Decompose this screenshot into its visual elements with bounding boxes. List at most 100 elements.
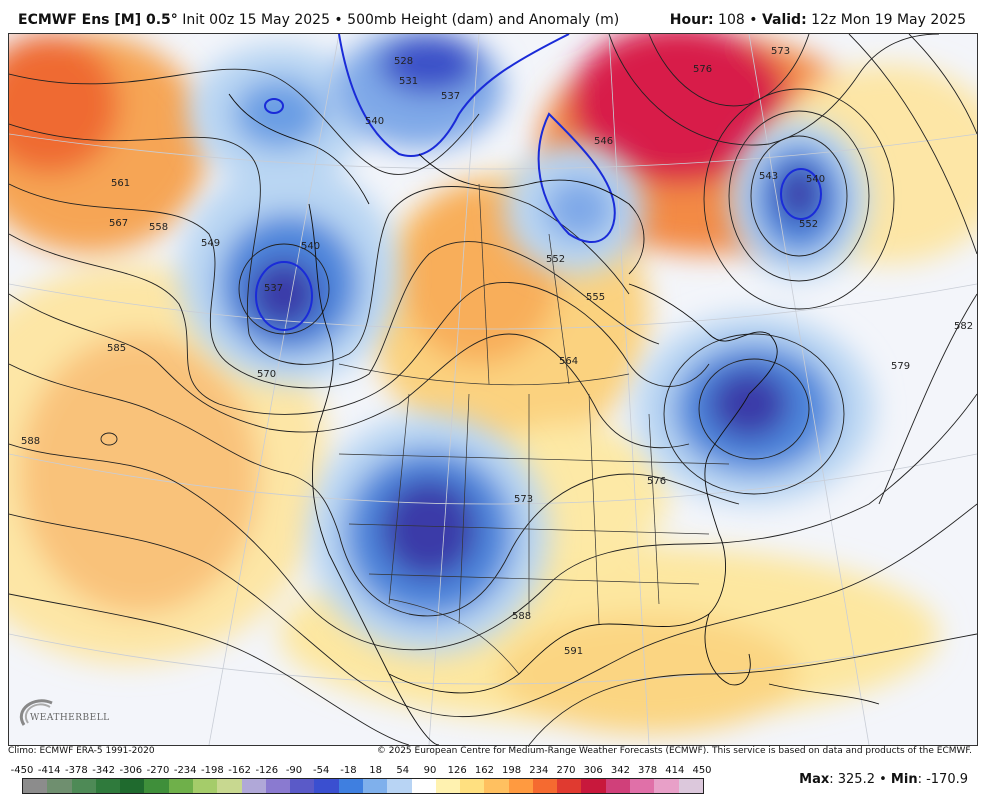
colorbar-swatch bbox=[47, 779, 72, 793]
cool-core-newengland bbox=[709, 369, 789, 439]
graticule-line bbox=[748, 34, 870, 745]
height-label: 531 bbox=[399, 76, 418, 87]
colorbar-swatch bbox=[265, 779, 291, 793]
contour-line bbox=[238, 243, 330, 335]
colorbar-swatch bbox=[144, 779, 169, 793]
height-label: 537 bbox=[441, 91, 460, 102]
colorbar-tick-label: -414 bbox=[37, 765, 61, 776]
us-mexico-border bbox=[388, 598, 520, 675]
coastline-florida bbox=[704, 613, 751, 686]
state-border bbox=[648, 413, 660, 605]
colorbar-swatch bbox=[557, 779, 582, 793]
contour-line bbox=[9, 503, 977, 718]
graticule-line bbox=[9, 633, 977, 685]
graticule-line bbox=[608, 34, 650, 745]
contour-line bbox=[9, 233, 710, 415]
colorbar-tick-label: 450 bbox=[692, 765, 712, 776]
colorbar-tick-label: -54 bbox=[313, 765, 330, 776]
colorbar-tick-label: 126 bbox=[447, 765, 467, 776]
contour-line bbox=[663, 333, 845, 495]
logo-swirl bbox=[25, 703, 51, 724]
state-border bbox=[458, 393, 470, 625]
us-canada-border bbox=[338, 363, 630, 386]
blue-contour bbox=[537, 112, 616, 244]
contour-line bbox=[848, 34, 977, 255]
colorbar-swatch bbox=[654, 779, 679, 793]
colorbar-swatch bbox=[314, 779, 339, 793]
colorbar-tick-label: -450 bbox=[10, 765, 34, 776]
graticule-line bbox=[9, 453, 977, 505]
colorbar-tick-label: 90 bbox=[423, 765, 437, 776]
height-label: 573 bbox=[514, 494, 533, 505]
height-label: 588 bbox=[512, 611, 531, 622]
colorbar-swatch bbox=[362, 779, 388, 793]
colorbar-swatch bbox=[217, 779, 242, 793]
colorbar-tick-label: -198 bbox=[201, 765, 224, 776]
contour-line bbox=[100, 432, 118, 446]
colorbar-tick-label: 378 bbox=[638, 765, 658, 776]
contour-line bbox=[9, 293, 690, 449]
colorbar-tick-label: 54 bbox=[396, 765, 410, 776]
height-label: 567 bbox=[109, 218, 128, 229]
anomaly-shading bbox=[9, 34, 977, 734]
colorbar-swatch bbox=[532, 779, 558, 793]
height-labels: 528 531 537 540 549 558 561 567 585 570 … bbox=[21, 46, 973, 657]
colorbar-swatch bbox=[411, 779, 436, 793]
colorbar-swatch bbox=[484, 779, 509, 793]
height-label: 528 bbox=[394, 56, 413, 67]
height-label: 588 bbox=[21, 436, 40, 447]
anomaly-map: 528 531 537 540 549 558 561 567 585 570 … bbox=[9, 34, 977, 745]
height-label: 540 bbox=[806, 174, 825, 185]
hot-core-greenland bbox=[569, 34, 789, 184]
colorbar-tick-label: -234 bbox=[173, 765, 197, 776]
valid-separator: • bbox=[744, 12, 762, 28]
colorbar-tick-label: 18 bbox=[369, 765, 382, 776]
colorbar-tick-label: -162 bbox=[228, 765, 251, 776]
min-value: : -170.9 bbox=[917, 772, 968, 787]
contour-line bbox=[9, 593, 410, 745]
coastline bbox=[388, 393, 750, 694]
colorbar-swatch bbox=[71, 779, 96, 793]
contour-line bbox=[608, 34, 940, 146]
colorbar-tick-label: -270 bbox=[146, 765, 170, 776]
height-label: 576 bbox=[647, 476, 666, 487]
colorbar-tick-label: 306 bbox=[583, 765, 603, 776]
coastline-arctic bbox=[418, 153, 645, 275]
state-border bbox=[368, 573, 700, 585]
coastline-alaska bbox=[228, 93, 370, 205]
blue-contour bbox=[264, 98, 284, 114]
colorbar-swatch bbox=[581, 779, 606, 793]
height-label: 579 bbox=[891, 361, 910, 372]
map-panel[interactable]: 528 531 537 540 549 558 561 567 585 570 … bbox=[8, 33, 978, 746]
state-border bbox=[388, 393, 410, 605]
valid-value: 12z Mon 19 May 2025 bbox=[806, 12, 966, 28]
colorbar-swatch bbox=[605, 779, 631, 793]
contour-line bbox=[750, 135, 848, 257]
cool-mid-hudson bbox=[544, 177, 614, 241]
contour-line bbox=[9, 393, 977, 651]
height-label: 537 bbox=[264, 283, 283, 294]
logo-swirl bbox=[20, 699, 53, 726]
state-border bbox=[588, 393, 600, 625]
model-name: ECMWF Ens [M] 0.5 bbox=[18, 12, 171, 28]
contour-line bbox=[9, 123, 630, 365]
contour-line bbox=[703, 88, 895, 310]
climo-note: Climo: ECMWF ERA-5 1991-2020 bbox=[8, 746, 155, 756]
contour-line bbox=[9, 68, 480, 175]
degree-symbol: ° bbox=[170, 12, 178, 28]
height-label: 561 bbox=[111, 178, 130, 189]
valid-time-header: Hour: 108 • Valid: 12z Mon 19 May 2025 bbox=[670, 12, 966, 28]
colorbar-swatch bbox=[460, 779, 485, 793]
height-label: 543 bbox=[759, 171, 778, 182]
colorbar-tick-label: -342 bbox=[92, 765, 115, 776]
colorbar bbox=[22, 778, 704, 794]
weatherbell-logo bbox=[20, 699, 53, 726]
colorbar-tick-label: -378 bbox=[65, 765, 88, 776]
max-value: : 325.2 bbox=[829, 772, 875, 787]
colorbar-swatch bbox=[338, 779, 363, 793]
colorbar-swatch bbox=[630, 779, 655, 793]
colorbar-swatch bbox=[678, 779, 703, 793]
warm-core-gulf bbox=[499, 614, 799, 734]
colorbar-swatch bbox=[387, 779, 412, 793]
contour-line bbox=[528, 633, 977, 745]
